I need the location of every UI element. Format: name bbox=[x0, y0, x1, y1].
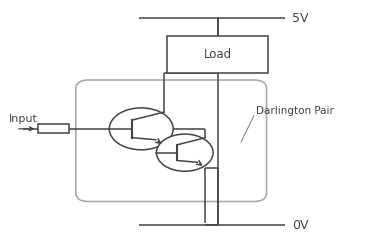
Bar bbox=[38, 124, 68, 133]
Text: Darlington Pair: Darlington Pair bbox=[255, 106, 333, 116]
Circle shape bbox=[157, 134, 213, 171]
Text: 5V: 5V bbox=[292, 12, 309, 25]
Text: 0V: 0V bbox=[292, 219, 309, 232]
Bar bbox=[167, 36, 268, 73]
Circle shape bbox=[109, 108, 173, 150]
Text: Input: Input bbox=[9, 114, 38, 124]
FancyBboxPatch shape bbox=[76, 80, 266, 201]
Text: Load: Load bbox=[203, 48, 232, 61]
